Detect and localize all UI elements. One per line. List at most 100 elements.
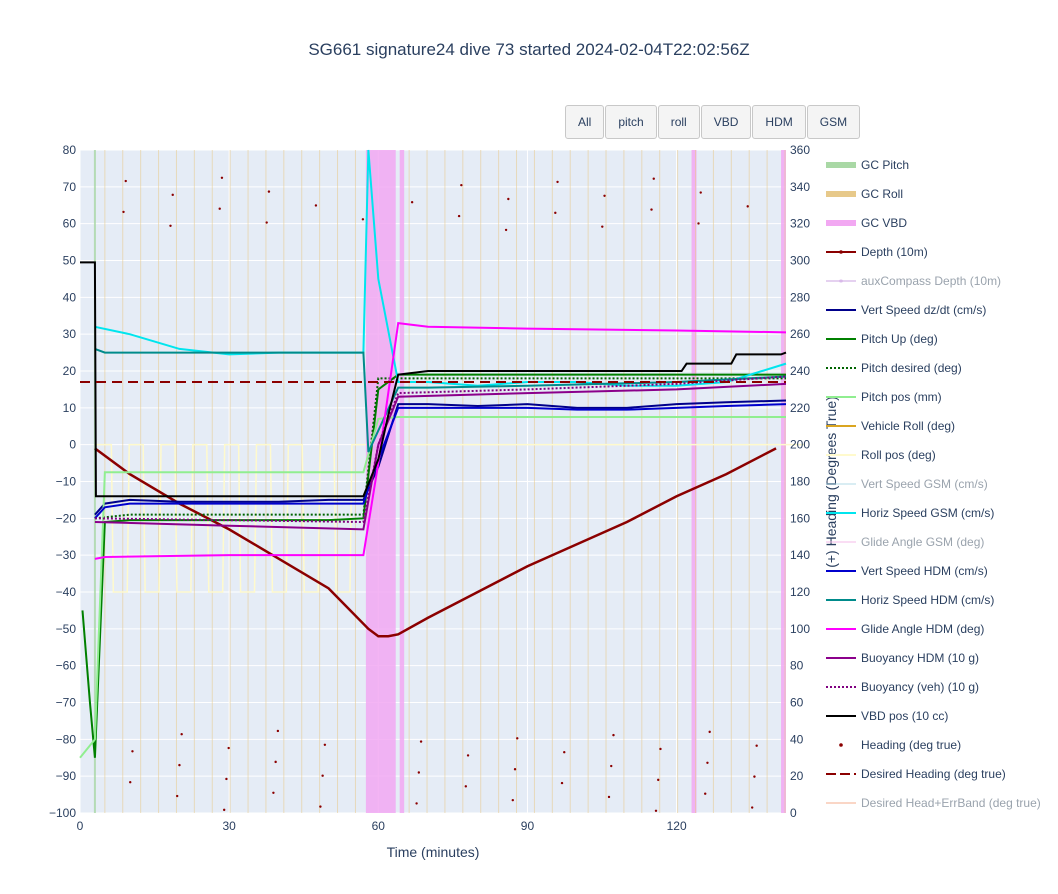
chart-title: SG661 signature24 dive 73 started 2024-0… xyxy=(308,40,750,59)
x-tick-label: 90 xyxy=(521,819,535,833)
legend-item[interactable]: Pitch Up (deg) xyxy=(826,332,938,346)
legend-label: Vert Speed dz/dt (cm/s) xyxy=(861,303,986,317)
legend-item[interactable]: Horiz Speed GSM (cm/s) xyxy=(826,506,994,520)
heading-point xyxy=(659,747,662,751)
heading-point xyxy=(131,750,134,753)
legend-item[interactable]: Heading (deg true) xyxy=(839,738,961,752)
legend-item[interactable]: Pitch pos (mm) xyxy=(826,390,942,404)
x-tick-label: 30 xyxy=(222,819,236,833)
roll-pos-trace xyxy=(94,443,805,593)
legend-item[interactable]: Glide Angle HDM (deg) xyxy=(826,622,984,636)
y-left-tick-label: 70 xyxy=(63,180,77,194)
legend-item[interactable]: VBD pos (10 cc) xyxy=(826,709,948,723)
heading-point xyxy=(706,761,709,764)
heading-point xyxy=(704,792,707,795)
y-left-tick-label: 10 xyxy=(63,401,77,415)
legend-label: Buoyancy (veh) (10 g) xyxy=(861,680,979,694)
heading-point xyxy=(750,806,754,809)
heading-point xyxy=(697,222,700,225)
heading-point xyxy=(222,808,226,812)
heading-point xyxy=(746,205,749,208)
legend-label: Pitch Up (deg) xyxy=(861,332,938,346)
legend-item[interactable]: Vehicle Roll (deg) xyxy=(826,419,955,433)
heading-point xyxy=(610,764,613,768)
y-left-tick-label: −70 xyxy=(56,696,77,710)
gc-vbd-band xyxy=(691,150,697,813)
legend-label: Horiz Speed GSM (cm/s) xyxy=(861,506,994,520)
legend-label: Horiz Speed HDM (cm/s) xyxy=(861,593,994,607)
gc-vbd-band xyxy=(399,150,405,813)
y-left-tick-label: 50 xyxy=(63,254,77,268)
y-right-tick-label: 60 xyxy=(790,696,804,710)
legend-item[interactable]: GC Roll xyxy=(826,187,903,201)
legend-label: GC VBD xyxy=(861,216,907,230)
legend-item[interactable]: auxCompass Depth (10m) xyxy=(826,274,1001,288)
legend-item[interactable]: Buoyancy HDM (10 g) xyxy=(826,651,979,665)
legend-item[interactable]: Desired Heading (deg true) xyxy=(826,767,1006,781)
legend-item[interactable]: GC Pitch xyxy=(826,158,909,172)
heading-point xyxy=(417,771,421,774)
heading-point xyxy=(460,183,463,187)
y-axis-right-ticks: 3603403203002802602402202001801601401201… xyxy=(790,143,810,820)
heading-point xyxy=(267,190,271,193)
legend-item[interactable]: Vert Speed dz/dt (cm/s) xyxy=(826,303,986,317)
view-roll-button[interactable]: roll xyxy=(657,105,700,139)
legend-item[interactable]: Depth (10m) xyxy=(826,245,928,259)
view-vbd-button[interactable]: VBD xyxy=(700,105,752,139)
heading-point xyxy=(511,798,514,802)
roll-pos-line xyxy=(94,443,805,593)
heading-point xyxy=(507,197,510,201)
heading-point xyxy=(274,760,277,764)
heading-markers xyxy=(122,176,758,812)
y-left-tick-label: 20 xyxy=(63,364,77,378)
legend-label: Vehicle Roll (deg) xyxy=(861,419,955,433)
legend-item[interactable]: Roll pos (deg) xyxy=(826,448,936,462)
heading-point xyxy=(708,730,711,734)
heading-point xyxy=(504,228,508,232)
legend-item[interactable]: Buoyancy (veh) (10 g) xyxy=(826,680,979,694)
legend-item[interactable]: Horiz Speed HDM (cm/s) xyxy=(826,593,994,607)
series-vbd-pos-10-cc xyxy=(80,261,787,498)
heading-point xyxy=(169,224,172,227)
gc-bands xyxy=(93,150,786,813)
legend-label: GC Pitch xyxy=(861,158,909,172)
legend-item[interactable]: Vert Speed GSM (cm/s) xyxy=(826,477,988,491)
y-right-tick-label: 220 xyxy=(790,401,810,415)
y-left-tick-label: 30 xyxy=(63,327,77,341)
heading-point xyxy=(560,781,564,785)
heading-point xyxy=(657,778,660,782)
y-right-tick-label: 0 xyxy=(790,806,797,820)
x-axis-title: Time (minutes) xyxy=(387,844,480,860)
y-left-tick-label: 80 xyxy=(63,143,77,157)
y-right-tick-label: 80 xyxy=(790,659,804,673)
heading-point xyxy=(753,775,756,778)
series-horiz-speed-hdm-cm-s xyxy=(94,347,787,453)
legend-item[interactable]: Pitch desired (deg) xyxy=(826,361,962,375)
view-hdm-button[interactable]: HDM xyxy=(752,105,806,139)
heading-point xyxy=(321,774,324,777)
y-right-tick-label: 300 xyxy=(790,254,810,268)
heading-point xyxy=(513,768,517,771)
heading-point xyxy=(554,211,557,215)
series-vert-speed-hdm-cm-s xyxy=(94,403,787,520)
legend-label: Glide Angle HDM (deg) xyxy=(861,622,984,636)
legend-label: Buoyancy HDM (10 g) xyxy=(861,651,979,665)
view-all-button[interactable]: All xyxy=(565,105,605,139)
heading-point xyxy=(654,809,658,812)
view-pitch-button[interactable]: pitch xyxy=(605,105,657,139)
view-gsm-button[interactable]: GSM xyxy=(806,105,861,139)
legend-item[interactable]: Glide Angle GSM (deg) xyxy=(826,535,984,549)
legend-item[interactable]: GC VBD xyxy=(826,216,907,230)
heading-point xyxy=(180,733,183,736)
y-left-tick-label: 40 xyxy=(63,290,77,304)
heading-point xyxy=(516,737,519,740)
y-right-tick-label: 340 xyxy=(790,180,810,194)
heading-point xyxy=(220,176,224,179)
y-left-tick-label: −90 xyxy=(56,769,77,783)
legend-item[interactable]: Vert Speed HDM (cm/s) xyxy=(826,564,988,578)
heading-point xyxy=(361,218,365,221)
y-left-tick-label: −20 xyxy=(56,511,77,525)
heading-point xyxy=(276,729,280,733)
legend-item[interactable]: Desired Head+ErrBand (deg true) xyxy=(826,796,1041,810)
